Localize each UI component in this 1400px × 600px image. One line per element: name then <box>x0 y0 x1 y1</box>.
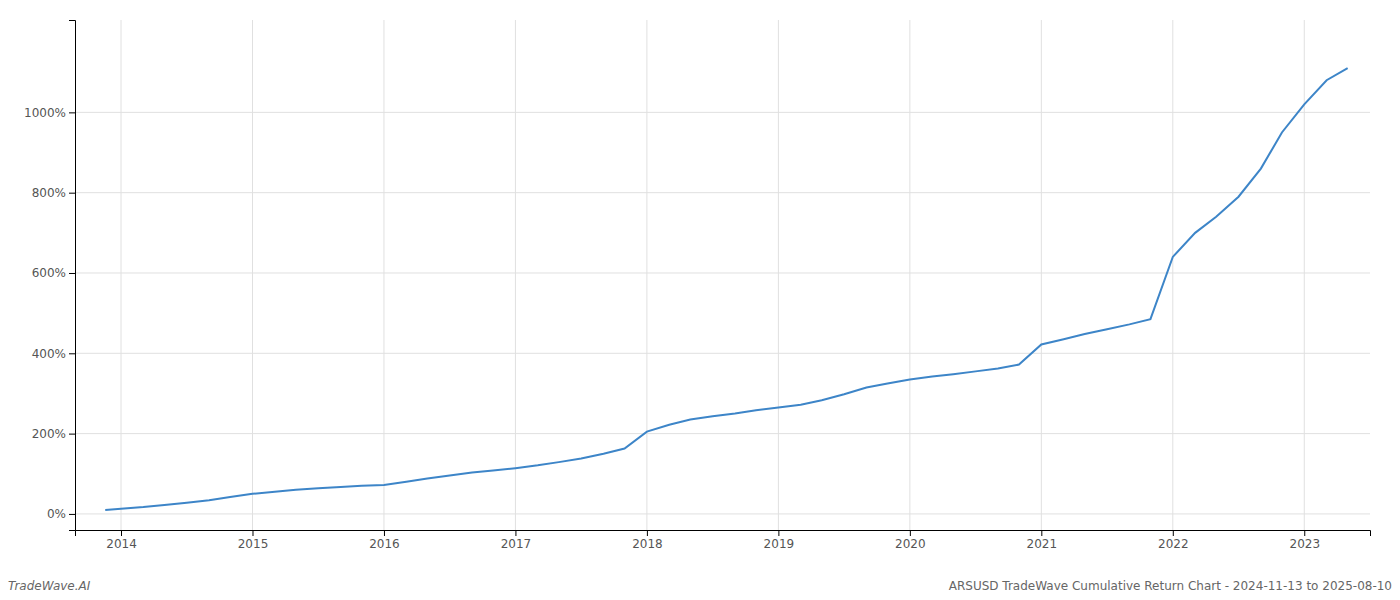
tick: 0% <box>47 507 75 521</box>
grid-line <box>121 20 122 530</box>
tick: 2020 <box>895 530 926 551</box>
tick: 1000% <box>24 106 75 120</box>
x-axis: 2014 2015 2016 2017 2018 2019 2020 2021 2022 2023 <box>76 530 1371 551</box>
grid-line <box>75 513 1370 514</box>
tick-mark <box>69 434 75 435</box>
grid-line <box>515 20 516 530</box>
tick: 2016 <box>369 530 400 551</box>
axis-line <box>69 21 76 531</box>
tick-label: 600% <box>32 266 66 280</box>
tick-label: 2019 <box>764 537 795 551</box>
tick: 2018 <box>632 530 663 551</box>
plot: 2014 2015 2016 2017 2018 2019 2020 2021 2022 2023… <box>24 20 1370 551</box>
tick-label: 1000% <box>24 106 66 120</box>
tick-label: 2022 <box>1158 537 1189 551</box>
tick-label: 400% <box>32 347 66 361</box>
tick: 2014 <box>106 530 137 551</box>
grid-line <box>1172 20 1173 530</box>
marks <box>105 68 1347 510</box>
tick: 2015 <box>238 530 269 551</box>
tick-mark <box>69 193 75 194</box>
tick-mark <box>647 530 648 536</box>
tick-mark <box>515 530 516 536</box>
tick: 2017 <box>501 530 532 551</box>
line <box>105 68 1347 510</box>
tick: 2022 <box>1158 530 1189 551</box>
grid-line <box>383 20 384 530</box>
grid <box>75 20 1370 530</box>
grid-line <box>75 433 1370 434</box>
tick-label: 2016 <box>369 537 400 551</box>
grid-line <box>75 272 1370 273</box>
tick-mark <box>1173 530 1174 536</box>
tick-mark <box>910 530 911 536</box>
tick: 2021 <box>1027 530 1058 551</box>
tick-mark <box>778 530 779 536</box>
grid-line <box>1041 20 1042 530</box>
tick-mark <box>69 112 75 113</box>
tick: 800% <box>32 186 75 200</box>
title: ARSUSD TradeWave Cumulative Return Chart… <box>949 579 1392 593</box>
annotation: TradeWave.AI <box>8 579 91 593</box>
y-axis: 0% 200% 400% 600% 800% 1000% <box>24 21 75 531</box>
grid-line <box>75 112 1370 113</box>
tick-mark <box>1304 530 1305 536</box>
tick-label: 2017 <box>501 537 532 551</box>
grid-line <box>778 20 779 530</box>
tick-mark <box>69 273 75 274</box>
tick-mark <box>252 530 253 536</box>
tick-label: 2023 <box>1289 537 1320 551</box>
tick: 600% <box>32 266 75 280</box>
grid-line <box>909 20 910 530</box>
tick-label: 800% <box>32 186 66 200</box>
grid-line <box>1304 20 1305 530</box>
tick: 2023 <box>1289 530 1320 551</box>
tick-mark <box>69 353 75 354</box>
grid-line <box>75 353 1370 354</box>
tick-label: 0% <box>47 507 66 521</box>
tick-mark <box>1041 530 1042 536</box>
tick-label: 2014 <box>106 537 137 551</box>
tick-mark <box>69 514 75 515</box>
tick: 2019 <box>764 530 795 551</box>
axis-line <box>76 531 1371 537</box>
chart: 2014 2015 2016 2017 2018 2019 2020 2021 2022 2023… <box>0 0 1400 600</box>
tick-label: 200% <box>32 427 66 441</box>
tick: 400% <box>32 347 75 361</box>
grid-line <box>646 20 647 530</box>
grid-line <box>75 192 1370 193</box>
tick-mark <box>121 530 122 536</box>
tick-mark <box>384 530 385 536</box>
grid-line <box>252 20 253 530</box>
tick-label: 2015 <box>238 537 269 551</box>
tick-label: 2020 <box>895 537 926 551</box>
tick-label: 2018 <box>632 537 663 551</box>
tick-label: 2021 <box>1027 537 1058 551</box>
tick: 200% <box>32 427 75 441</box>
